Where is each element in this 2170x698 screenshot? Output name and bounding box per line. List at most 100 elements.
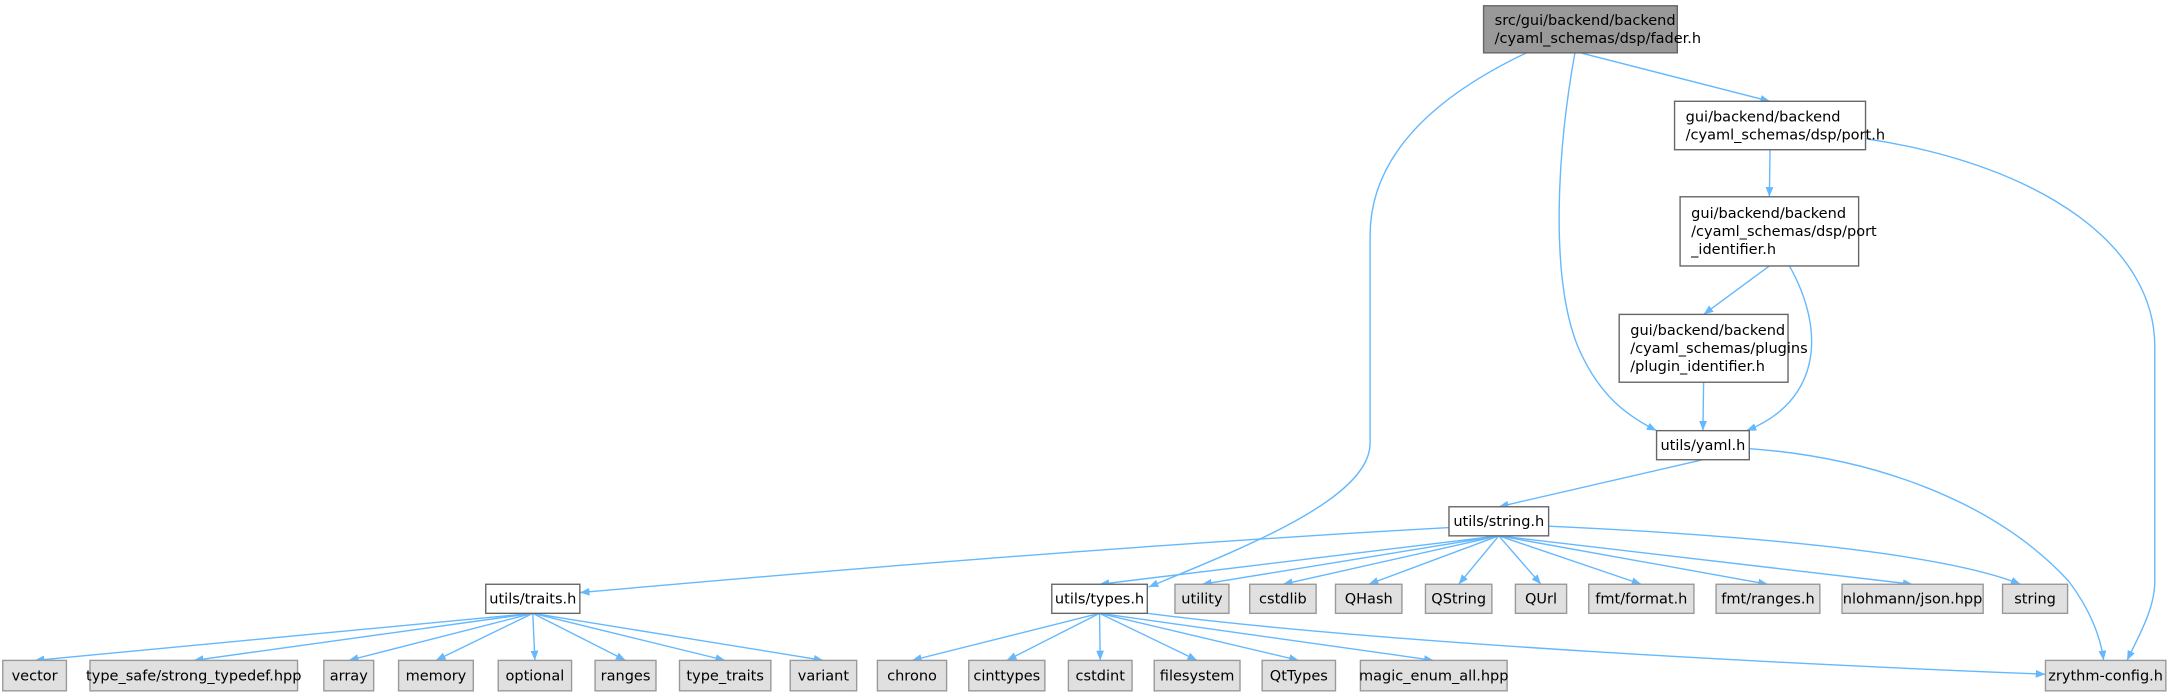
node-optional: optional bbox=[497, 659, 573, 692]
node-utility: utility bbox=[1174, 583, 1230, 615]
node-label: QtTypes bbox=[1270, 668, 1328, 684]
node-types[interactable]: utils/types.h bbox=[1051, 583, 1148, 615]
edge-traits-to-memory bbox=[435, 612, 534, 662]
node-label: cinttypes bbox=[973, 668, 1040, 684]
nodes: src/gui/backend/backend/cyaml_schemas/ds… bbox=[2, 5, 2167, 692]
node-zrythm-config: zrythm-config.h bbox=[2044, 659, 2167, 692]
edge-traits-to-strong_typedef bbox=[193, 612, 533, 663]
node-box bbox=[485, 583, 581, 615]
edge-types-to-cinttypes bbox=[1006, 612, 1100, 662]
edge-fader-to-yaml bbox=[1558, 52, 1657, 432]
node-label: /cyaml_schemas/dsp/fader.h bbox=[1495, 31, 1701, 47]
node-label: optional bbox=[505, 668, 564, 684]
edge-string_h-to-QString bbox=[1458, 535, 1500, 585]
edge-traits-to-vector bbox=[34, 612, 533, 664]
edge-yaml-to-string_h bbox=[1498, 459, 1704, 509]
node-strong-typedef: type_safe/strong_typedef.hpp bbox=[86, 659, 301, 692]
edge-port-to-zrythm_config bbox=[1865, 137, 2156, 661]
node-cstdlib: cstdlib bbox=[1248, 583, 1317, 615]
node-label: gui/backend/backend bbox=[1630, 323, 1785, 339]
node-box bbox=[1715, 583, 1821, 615]
node-box bbox=[1153, 659, 1241, 692]
edge-traits-to-optional bbox=[530, 613, 539, 661]
node-box bbox=[1673, 100, 1867, 151]
edge-traits-to-ranges bbox=[532, 612, 626, 662]
node-label: _identifier.h bbox=[1690, 242, 1776, 258]
node-label: QHash bbox=[1345, 592, 1393, 608]
edge-types-to-magic_enum bbox=[1099, 612, 1434, 663]
node-plugin-identifier[interactable]: gui/backend/backend/cyaml_schemas/plugin… bbox=[1618, 313, 1808, 383]
node-box bbox=[678, 659, 772, 692]
node-yaml[interactable]: utils/yaml.h bbox=[1655, 429, 1750, 461]
node-box bbox=[1261, 659, 1337, 692]
node-label: variant bbox=[798, 668, 850, 684]
node-box bbox=[2, 659, 68, 692]
node-chrono: chrono bbox=[876, 659, 948, 692]
edge-string_h-to-string bbox=[1548, 525, 2021, 585]
node-box bbox=[1448, 506, 1550, 537]
node-port[interactable]: gui/backend/backend/cyaml_schemas/dsp/po… bbox=[1673, 100, 1885, 151]
node-filesystem: filesystem bbox=[1153, 659, 1241, 692]
edge-traits-to-type_traits bbox=[532, 612, 726, 662]
edge-port_identifier-to-yaml bbox=[1746, 265, 1813, 432]
node-label: cstdlib bbox=[1259, 592, 1307, 608]
node-label: nlohmann/json.hpp bbox=[1843, 592, 1983, 608]
node-label: QUrl bbox=[1525, 592, 1557, 608]
edge-fader-to-types bbox=[1148, 52, 1527, 588]
node-QString: QString bbox=[1424, 583, 1493, 615]
node-type-traits: type_traits bbox=[678, 659, 772, 692]
node-box bbox=[1514, 583, 1568, 615]
node-box bbox=[789, 659, 858, 692]
node-QUrl: QUrl bbox=[1514, 583, 1568, 615]
node-box bbox=[397, 659, 474, 692]
node-label: ranges bbox=[601, 668, 651, 684]
node-json: nlohmann/json.hpp bbox=[1841, 583, 1984, 615]
node-traits[interactable]: utils/traits.h bbox=[485, 583, 581, 615]
edge-types-to-QtTypes bbox=[1099, 612, 1299, 662]
edge-string_h-to-fmt_format bbox=[1498, 535, 1642, 585]
edge-string_h-to-cstdlib bbox=[1282, 535, 1499, 586]
node-fader[interactable]: src/gui/backend/backend/cyaml_schemas/ds… bbox=[1482, 5, 1702, 54]
node-string-h[interactable]: utils/string.h bbox=[1448, 506, 1550, 537]
node-string: string bbox=[2001, 583, 2069, 615]
node-box bbox=[1359, 659, 1508, 692]
edge-string_h-to-QUrl bbox=[1498, 535, 1542, 585]
node-label: /cyaml_schemas/dsp/port.h bbox=[1686, 127, 1885, 143]
node-label: type_traits bbox=[686, 668, 764, 684]
node-box bbox=[1841, 583, 1984, 615]
edge-port_identifier-to-plugin_identifier bbox=[1703, 265, 1770, 315]
edge-fader-to-port bbox=[1580, 52, 1771, 103]
node-box bbox=[1618, 313, 1789, 383]
node-box bbox=[1174, 583, 1230, 615]
edge-types-to-zrythm_config bbox=[1147, 612, 2046, 678]
node-array: array bbox=[323, 659, 375, 692]
edge-string_h-to-traits bbox=[579, 526, 1450, 596]
node-label: fmt/format.h bbox=[1595, 592, 1687, 608]
node-label: utils/string.h bbox=[1453, 514, 1544, 530]
node-vector: vector bbox=[2, 659, 68, 692]
node-fmt-ranges: fmt/ranges.h bbox=[1715, 583, 1821, 615]
node-memory: memory bbox=[397, 659, 474, 692]
node-magic-enum: magic_enum_all.hpp bbox=[1359, 659, 1508, 692]
node-port-identifier[interactable]: gui/backend/backend/cyaml_schemas/dsp/po… bbox=[1679, 196, 1877, 267]
node-box bbox=[2001, 583, 2069, 615]
edge-string_h-to-utility bbox=[1201, 535, 1499, 587]
node-label: QString bbox=[1431, 592, 1486, 608]
node-box bbox=[1051, 583, 1148, 615]
node-label: utils/yaml.h bbox=[1660, 438, 1745, 454]
edge-types-to-cstdint bbox=[1096, 613, 1104, 661]
node-label: gui/backend/backend bbox=[1686, 109, 1841, 125]
node-box bbox=[1655, 429, 1750, 461]
edge-string_h-to-fmt_ranges bbox=[1498, 535, 1769, 587]
node-QHash: QHash bbox=[1334, 583, 1403, 615]
node-box bbox=[497, 659, 573, 692]
node-label: /cyaml_schemas/dsp/port bbox=[1691, 224, 1877, 240]
node-label: /cyaml_schemas/plugins bbox=[1630, 341, 1807, 357]
node-box bbox=[968, 659, 1046, 692]
node-label: utils/traits.h bbox=[489, 592, 576, 608]
edge-types-to-filesystem bbox=[1099, 612, 1198, 662]
node-label: utils/types.h bbox=[1055, 592, 1144, 608]
node-fmt-format: fmt/format.h bbox=[1588, 583, 1695, 615]
node-box bbox=[323, 659, 375, 692]
node-cstdint: cstdint bbox=[1067, 659, 1133, 692]
